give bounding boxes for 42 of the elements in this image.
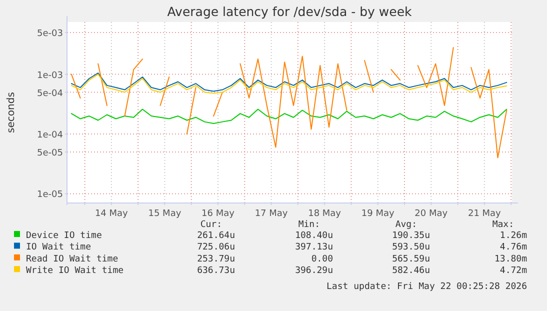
text: 13.80m bbox=[494, 254, 527, 264]
y-tick-label: 1e-04 bbox=[37, 130, 64, 141]
text: 253.79u bbox=[197, 254, 235, 264]
x-tick-label: 20 May bbox=[414, 209, 448, 219]
text: Cur: bbox=[200, 220, 222, 230]
legend-label: Write IO Wait time bbox=[26, 266, 124, 276]
chart-title: Average latency for /dev/sda - by week bbox=[167, 4, 413, 19]
text: 261.64u bbox=[197, 231, 235, 241]
text: 108.40u bbox=[295, 231, 333, 241]
text: 565.59u bbox=[392, 254, 430, 264]
legend-label: Read IO Wait time bbox=[26, 254, 118, 264]
y-tick-label: 5e-03 bbox=[37, 29, 63, 40]
text: 190.35u bbox=[392, 231, 430, 241]
text: 0.00 bbox=[311, 254, 333, 264]
text: 4.72m bbox=[500, 266, 527, 276]
legend-label: IO Wait time bbox=[26, 242, 92, 253]
x-tick-label: 16 May bbox=[202, 209, 236, 219]
text: 582.46u bbox=[392, 266, 430, 276]
text: 725.06u bbox=[197, 242, 235, 253]
y-tick-label: 1e-03 bbox=[37, 70, 63, 81]
text: Avg: bbox=[395, 220, 417, 230]
text: 1.26m bbox=[500, 231, 527, 241]
text: Min: bbox=[298, 220, 320, 230]
text: 593.50u bbox=[392, 242, 430, 253]
text: Last update: Fri May 22 00:25:28 2026 bbox=[326, 282, 527, 292]
y-axis-title: seconds bbox=[6, 92, 17, 133]
x-tick-label: 21 May bbox=[468, 209, 502, 219]
legend-label: Device IO time bbox=[26, 231, 102, 241]
y-tick-label: 1e-05 bbox=[37, 190, 63, 200]
x-tick-label: 17 May bbox=[254, 209, 288, 219]
x-tick-label: 18 May bbox=[308, 209, 342, 219]
text: 4.76m bbox=[500, 242, 527, 253]
x-tick-label: 19 May bbox=[361, 209, 395, 219]
x-tick-label: 15 May bbox=[148, 209, 182, 219]
text: 396.29u bbox=[295, 266, 333, 276]
y-tick-label: 5e-04 bbox=[37, 88, 64, 99]
text: 397.13u bbox=[295, 242, 333, 253]
x-tick-label: 14 May bbox=[94, 209, 129, 219]
y-tick-label: 5e-05 bbox=[37, 148, 63, 158]
line-series bbox=[70, 108, 508, 124]
text: Max: bbox=[492, 220, 514, 230]
text: 636.73u bbox=[197, 266, 235, 276]
